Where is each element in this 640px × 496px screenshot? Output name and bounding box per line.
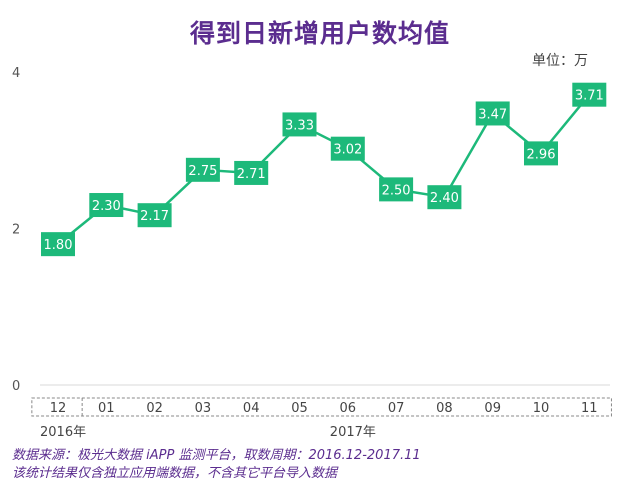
data-point-marker xyxy=(524,141,558,166)
x-tick-label: 12 xyxy=(50,401,67,416)
data-label: 2.17 xyxy=(140,209,169,224)
x-tick-label: 05 xyxy=(291,401,308,416)
data-label: 2.40 xyxy=(430,191,459,206)
data-point-marker xyxy=(89,193,124,218)
data-point-marker xyxy=(41,232,75,257)
x-tick-label: 04 xyxy=(243,401,260,416)
x-tick-label: 03 xyxy=(195,401,212,416)
y-tick-label: 2 xyxy=(12,223,20,238)
data-point-marker xyxy=(330,136,365,161)
year-label: 2017年 xyxy=(330,425,376,440)
data-point-marker xyxy=(475,101,510,126)
category-band xyxy=(31,397,612,417)
scope-note: 该统计结果仅含独立应用端数据，不含其它平台导入数据 xyxy=(12,466,338,481)
chart-title: 得到日新增用户数均值 xyxy=(189,19,450,48)
x-tick-label: 01 xyxy=(98,401,115,416)
data-label: 2.75 xyxy=(188,164,217,179)
x-tick-label: 09 xyxy=(484,401,501,416)
data-point-marker xyxy=(282,112,317,137)
x-tick-label: 06 xyxy=(340,401,357,416)
data-label: 3.33 xyxy=(285,118,314,133)
y-tick-label: 0 xyxy=(12,379,20,394)
x-tick-label: 07 xyxy=(388,401,405,416)
y-tick-label: 4 xyxy=(12,66,20,81)
data-label: 2.30 xyxy=(92,199,121,214)
unit-label: 单位：万 xyxy=(532,53,588,69)
data-label: 2.50 xyxy=(382,183,411,198)
data-label: 2.96 xyxy=(527,147,556,162)
x-tick-label: 10 xyxy=(533,401,550,416)
x-tick-label: 08 xyxy=(436,401,453,416)
data-point-marker xyxy=(234,160,269,185)
x-tick-label: 11 xyxy=(581,401,598,416)
source-note: 数据来源：极光大数据 iAPP 监测平台，取数周期：2016.12-2017.1… xyxy=(12,448,421,463)
data-point-marker xyxy=(185,157,220,182)
data-point-marker xyxy=(572,82,607,107)
data-label: 3.71 xyxy=(575,89,604,104)
data-label: 3.47 xyxy=(478,107,507,122)
data-label: 1.80 xyxy=(44,238,73,253)
data-label: 2.71 xyxy=(237,167,266,182)
data-point-marker xyxy=(137,203,172,228)
data-point-marker xyxy=(379,177,414,202)
x-tick-label: 02 xyxy=(146,401,163,416)
data-point-marker xyxy=(427,185,462,210)
year-label: 2016年 xyxy=(40,425,86,440)
data-label: 3.02 xyxy=(333,143,362,158)
